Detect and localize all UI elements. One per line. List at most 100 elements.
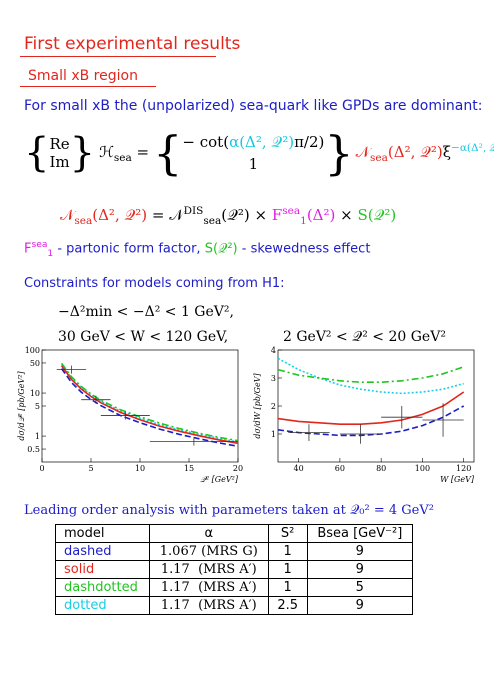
formula-part: sea (74, 215, 93, 227)
cell: 1.17 (MRS A′) (148, 560, 269, 579)
formula-part: α(Δ², 𝒬²) (229, 133, 295, 151)
formula-part: 𝒩 (60, 206, 75, 224)
chart: 1 2 3 4 40 60 80 100 120 W [GeV] dσ/dW [pb/GeV] (253, 346, 475, 484)
lhs: ℋsea = (99, 143, 149, 164)
formula-part: sea (113, 151, 132, 164)
y-tick-label: 1 (271, 430, 276, 439)
formula-part: - partonic form factor, (53, 241, 205, 257)
stack-item: Re (49, 135, 70, 153)
y-tick-label: 10 (30, 389, 40, 398)
x-axis-label: W [GeV] (440, 475, 475, 484)
formula-part: F (271, 206, 283, 224)
constraints-heading: Constraints for models coming from H1: (24, 276, 285, 291)
case: 1 (249, 153, 259, 175)
formula-part: 1 (248, 155, 259, 173)
plot-frame (277, 349, 475, 463)
formula-part: - skewedness effect (237, 241, 371, 257)
formula-part: 1 (47, 248, 54, 259)
intro: For small xB the (unpolarized) sea-quark… (24, 98, 483, 114)
table: model α S² Bsea [GeV⁻²] dashed 1.067 (MRS G) 1… (55, 524, 414, 615)
legend-line: Fsea1 - partonic form factor, S(𝒬²) - sk… (24, 240, 370, 259)
cases: − cot(α(Δ², 𝒬²)π/2) 1 (182, 131, 324, 175)
y-tick-label: 4 (271, 346, 276, 355)
subtitle-underline (20, 86, 156, 87)
table-row: dotted 1.17 (MRS A′) 2.5 9 (55, 596, 414, 615)
table-header: model α S² Bsea [GeV⁻²] (55, 524, 414, 543)
formula-part: (Δ², 𝒬²) (387, 143, 443, 161)
curve (60, 362, 239, 442)
title: First experimental results (24, 34, 241, 54)
y-axis-label: dσ/d𝒬² [pb/GeV²] (17, 371, 26, 441)
constraint: −Δ²min < −Δ² < 1 GeV², (58, 304, 234, 320)
x-tick-label: 60 (335, 464, 345, 473)
x-tick-label: 20 (233, 464, 243, 473)
subtitle: Small xB region (28, 68, 138, 84)
y-tick-label: 100 (25, 346, 40, 355)
y-tick-label: 0.5 (27, 445, 40, 454)
curve (60, 365, 239, 445)
x-tick-label: 10 (135, 464, 145, 473)
curve (277, 357, 464, 395)
formula-part: 1 (300, 215, 307, 227)
formula-part: ξ (442, 143, 452, 161)
cell: 5 (306, 578, 414, 597)
y-tick-label: 3 (271, 374, 276, 383)
brace: { (153, 126, 183, 180)
header-cell: α (148, 524, 269, 543)
cell: 1.17 (MRS A′) (148, 578, 269, 597)
formula-part: − cot( (182, 133, 230, 151)
x-tick-label: 40 (294, 464, 304, 473)
x-tick-label: 120 (456, 464, 471, 473)
x-tick-label: 15 (184, 464, 194, 473)
formula-part: −α(Δ², 𝒬²) (451, 142, 494, 154)
formula-part: (Δ²) (306, 206, 336, 224)
brace: { (24, 130, 50, 176)
curve (277, 366, 464, 383)
cell: 9 (306, 542, 414, 561)
cell: 1 (267, 542, 308, 561)
cell: dashdotted (55, 578, 150, 597)
formula-part: DIS (183, 205, 204, 217)
curve (277, 391, 465, 425)
table-row: dashed 1.067 (MRS G) 1 9 (55, 542, 414, 561)
x-tick-label: 0 (39, 464, 44, 473)
cell: dashed (55, 542, 150, 561)
curve (60, 368, 239, 448)
cell: 1.17 (MRS A′) (148, 596, 269, 615)
formula-part: ℋ (99, 142, 114, 161)
formula-part: S(𝒬²) (204, 241, 238, 257)
formula-part: sea (282, 205, 301, 217)
cell: dotted (55, 596, 150, 615)
formula-part: = (131, 142, 150, 161)
formula-part: sea (31, 240, 48, 250)
header-cell: S² (267, 524, 308, 543)
case: − cot(α(Δ², 𝒬²)π/2) (182, 131, 324, 153)
cell: solid (55, 560, 150, 579)
formula-part: 𝒩 (355, 143, 371, 161)
cell: 1 (267, 560, 308, 579)
y-axis-label: dσ/dW [pb/GeV] (253, 373, 262, 439)
formula-2: 𝒩sea(Δ², 𝒬²) = 𝒩DISsea(𝒬²) × Fsea1(Δ²) ×… (60, 205, 396, 227)
x-tick-label: 5 (88, 464, 93, 473)
formula-part: S(𝒬²) (357, 206, 397, 224)
y-tick-label: 1 (35, 432, 40, 441)
x-tick-label: 100 (415, 464, 430, 473)
cell: 1 (267, 578, 308, 597)
formula-part: (Δ², 𝒬²) (92, 206, 148, 224)
re-im: Re Im (49, 135, 69, 171)
cell: 9 (306, 560, 414, 579)
rhs: 𝒩sea(Δ², 𝒬²)ξ−α(Δ², 𝒬²) (356, 142, 494, 164)
formula-1: { Re Im } ℋsea = { − cot(α(Δ², 𝒬²)π/2) 1 }… (24, 126, 494, 180)
table-row: dashdotted 1.17 (MRS A′) 1 5 (55, 578, 414, 597)
brace: } (69, 130, 96, 176)
x-tick-label: 80 (376, 464, 386, 473)
constraint: 30 GeV < W < 120 GeV, (58, 329, 229, 345)
cell: 9 (306, 596, 414, 615)
constraint: 2 GeV² < 𝒬² < 20 GeV² (283, 329, 446, 345)
brace: } (324, 126, 354, 180)
cell: 2.5 (267, 596, 308, 615)
formula-part: = 𝒩 (147, 206, 184, 224)
formula-part: × (335, 206, 358, 224)
y-tick-label: 2 (271, 402, 276, 411)
